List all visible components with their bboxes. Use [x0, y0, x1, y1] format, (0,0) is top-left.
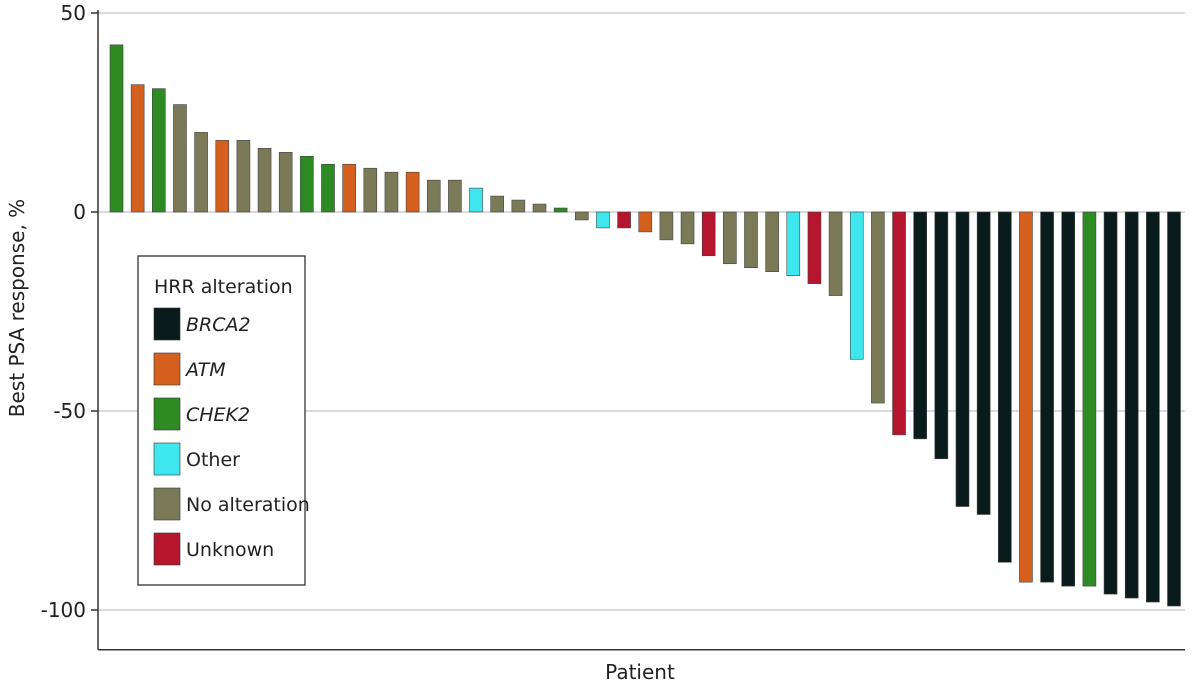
bar-patient-9 [278, 152, 293, 213]
bar-patient-49 [1124, 211, 1139, 599]
bar-patient-4 [173, 104, 187, 213]
bar-patient-8 [257, 148, 272, 213]
legend-label-chek2: CHEK2 [186, 404, 250, 426]
bar-patient-13 [363, 167, 378, 213]
y-tick-label-2: -50 [53, 399, 86, 423]
bar-patient-38 [892, 211, 906, 436]
legend-label-unknown: Unknown [186, 539, 274, 561]
bar-patient-12 [342, 163, 356, 213]
bar-patient-29 [701, 211, 716, 257]
bar-patient-2 [130, 84, 145, 213]
y-tick-labels: 50 0 -50 -100 [41, 1, 86, 622]
bar-patient-48 [1103, 211, 1118, 595]
bar-patient-7 [236, 140, 251, 213]
legend-swatch-no-alteration [153, 487, 181, 521]
bar-patient-23 [574, 211, 589, 221]
bar-patient-44 [1019, 211, 1033, 583]
bar-patient-18 [469, 187, 483, 213]
bar-patient-43 [997, 211, 1012, 563]
bar-patient-17 [448, 179, 462, 213]
y-tick-label-3: -100 [41, 598, 86, 622]
legend: HRR alteration BRCA2 ATM CHEK2 Other No alter… [137, 255, 310, 586]
bar-patient-51 [1167, 211, 1181, 607]
bar-patient-6 [215, 140, 230, 213]
bar-patient-28 [680, 211, 695, 245]
legend-label-no-alteration: No alteration [186, 494, 310, 516]
bar-patient-31 [744, 211, 758, 269]
bar-patient-45 [1040, 211, 1054, 583]
bar-patient-5 [194, 132, 208, 213]
legend-title: HRR alteration [154, 276, 293, 298]
legend-swatch-unknown [153, 532, 181, 566]
y-tick-label-0: 50 [61, 1, 86, 25]
bar-patient-47 [1082, 211, 1097, 587]
bars [109, 44, 1181, 607]
bar-patient-39 [913, 211, 928, 440]
bar-patient-11 [321, 163, 335, 213]
x-axis-title: Patient [605, 660, 675, 684]
legend-label-atm: ATM [184, 359, 226, 381]
bar-patient-34 [807, 211, 822, 284]
bar-patient-21 [532, 203, 547, 213]
bar-patient-37 [871, 211, 885, 404]
axes [91, 10, 1185, 651]
y-axis-title: Best PSA response, % [5, 199, 29, 417]
legend-swatch-chek2 [153, 397, 181, 431]
bar-patient-24 [596, 211, 610, 229]
bar-patient-35 [828, 211, 843, 296]
bar-patient-20 [511, 199, 526, 213]
bar-patient-41 [955, 211, 970, 507]
bar-patient-16 [426, 179, 441, 213]
bar-patient-40 [934, 211, 949, 460]
bar-patient-46 [1061, 211, 1076, 587]
bar-patient-1 [109, 44, 124, 213]
bar-patient-27 [659, 211, 674, 241]
bar-patient-42 [976, 211, 991, 515]
bar-patient-19 [490, 195, 505, 213]
y-tick-label-1: 0 [73, 200, 86, 224]
legend-swatch-brca2 [153, 307, 181, 341]
bar-patient-50 [1146, 211, 1160, 603]
bar-patient-36 [849, 211, 864, 360]
bar-patient-26 [638, 211, 653, 233]
bar-patient-15 [405, 171, 420, 213]
legend-label-other: Other [186, 449, 240, 471]
bar-patient-30 [723, 211, 737, 265]
legend-label-brca2: BRCA2 [186, 314, 251, 336]
legend-swatch-other [153, 442, 181, 476]
bar-patient-32 [765, 211, 779, 273]
bar-patient-25 [617, 211, 631, 229]
legend-swatch-atm [153, 352, 181, 386]
bar-patient-33 [786, 211, 801, 276]
bar-patient-3 [152, 88, 166, 213]
bar-patient-14 [384, 171, 399, 213]
bar-patient-22 [553, 207, 568, 213]
bar-patient-10 [300, 155, 314, 213]
